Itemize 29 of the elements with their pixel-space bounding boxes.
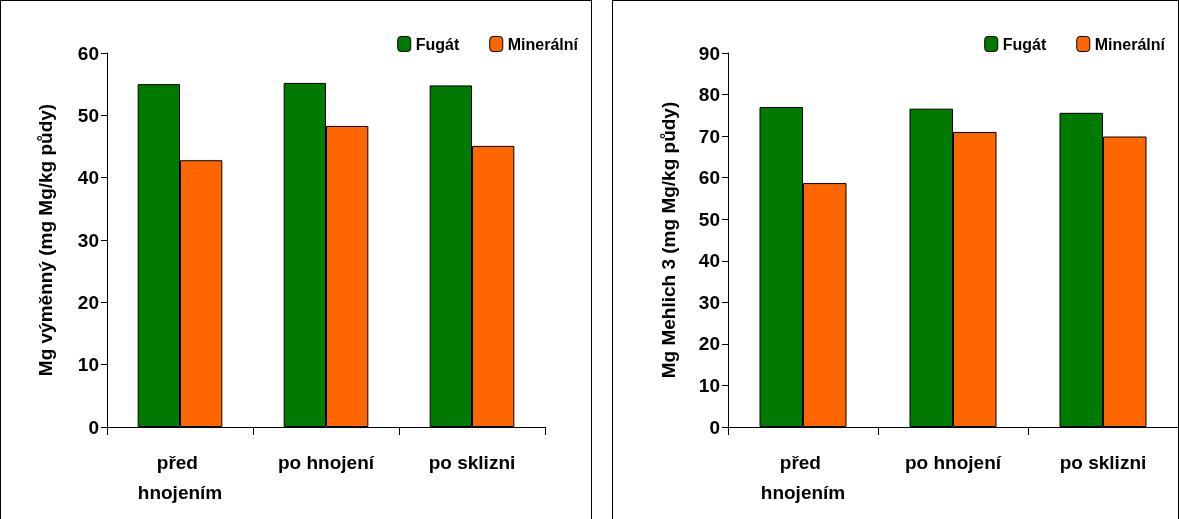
x-tick-label: po hnojení — [904, 451, 1002, 473]
y-tick-label: 10 — [77, 354, 99, 376]
y-tick-label: 30 — [698, 291, 720, 313]
y-tick-label: 10 — [698, 374, 720, 396]
x-tick-label: po sklizni — [1059, 451, 1147, 473]
x-tick-label: po hnojení — [277, 451, 375, 473]
x-tick-label: po sklizni — [428, 451, 516, 473]
y-tick-label: 70 — [698, 125, 720, 147]
legend-label: Minerální — [1094, 35, 1166, 53]
legend-label: Fugát — [415, 35, 460, 53]
x-tick-label: před hnojením — [760, 451, 846, 503]
y-tick-label: 80 — [698, 84, 720, 106]
y-axis-title: Mg výměnný (mg Mg/kg půdy) — [35, 103, 56, 377]
y-tick-label: 0 — [88, 416, 99, 438]
y-tick-label: 50 — [77, 104, 99, 126]
legend-label: Fugát — [1002, 35, 1047, 53]
y-tick-label: 60 — [77, 42, 99, 64]
y-tick-label: 20 — [77, 291, 99, 313]
legend-label: Minerální — [507, 35, 579, 53]
y-axis-title: Mg Mehlich 3 (mg Mg/kg půdy) — [658, 101, 679, 379]
y-tick-label: 20 — [698, 333, 720, 355]
y-tick-label: 40 — [698, 250, 720, 272]
y-tick-label: 90 — [698, 42, 720, 64]
y-tick-label: 40 — [77, 167, 99, 189]
y-tick-label: 30 — [77, 229, 99, 251]
y-tick-label: 50 — [698, 208, 720, 230]
y-tick-label: 60 — [698, 167, 720, 189]
y-tick-label: 0 — [709, 416, 720, 438]
x-tick-label: před hnojením — [137, 451, 223, 503]
